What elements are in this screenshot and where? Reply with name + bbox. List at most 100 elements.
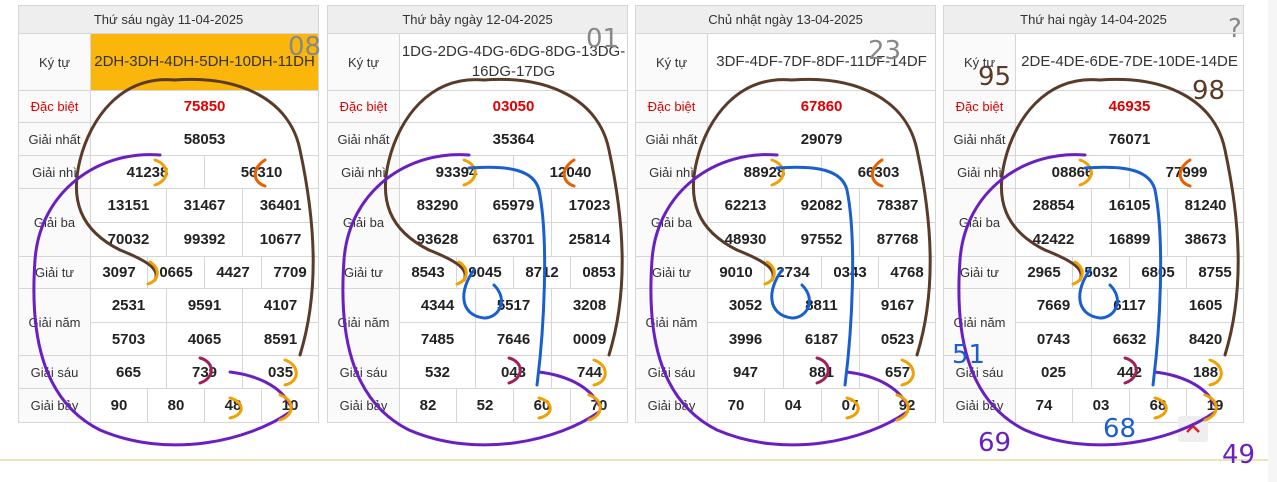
prize-number: 0743: [1015, 322, 1092, 356]
row: Giải ba 83290 65979 17023: [327, 188, 629, 257]
handwritten-note: ?: [1228, 14, 1242, 44]
row: Giải nhất 35364: [327, 122, 629, 156]
prize-number: 8591: [241, 322, 320, 356]
label: Giải bảy: [18, 388, 91, 423]
result-table: Thứ bảy ngày 12-04-2025 Ký tự 1DG-2DG-4DG-…: [326, 5, 629, 423]
label: Giải tư: [18, 256, 91, 289]
label: Giải ba: [635, 188, 708, 257]
row: Giải tư 3097 0665 4427 7709: [18, 256, 320, 289]
prize-number: 16105: [1091, 188, 1168, 223]
prize-number: 5703: [90, 322, 167, 356]
row: Giải nhì 41238 56310: [18, 155, 320, 189]
prize-number: 56310: [203, 155, 320, 189]
label: Giải nhì: [943, 155, 1016, 189]
row: Giải bảy 90 80 48 10: [18, 388, 320, 423]
handwritten-note: 51: [952, 340, 986, 370]
prize-number: 025: [1015, 355, 1092, 389]
prize-number: 62213: [707, 188, 784, 223]
prize-number: 81240: [1166, 188, 1245, 223]
handwritten-note: 08: [288, 32, 322, 62]
row: Giải nhất 29079: [635, 122, 937, 156]
prize-number: 13151: [90, 188, 167, 223]
label: Giải sáu: [18, 355, 91, 389]
prize-number: 12040: [512, 155, 629, 189]
row: Giải bảy 82 52 60 70: [327, 388, 629, 423]
label: Giải tư: [327, 256, 400, 289]
label: Giải nhì: [18, 155, 91, 189]
row: Giải năm 2531 9591 4107: [18, 288, 320, 356]
row: Giải nhất 58053: [18, 122, 320, 156]
prize-number: 4427: [204, 256, 262, 289]
prize-number: 188: [1166, 355, 1245, 389]
prize-number: 9045: [456, 256, 514, 289]
prize-number: 88928: [707, 155, 822, 189]
row: Giải sáu 665 739 035: [18, 355, 320, 389]
row: Giải nhất 76071: [943, 122, 1245, 156]
label: Đặc biệt: [18, 90, 91, 123]
prize-number: 881: [783, 355, 860, 389]
scroll-top-button[interactable]: [1178, 416, 1208, 442]
row: Đặc biệt 03050: [327, 90, 629, 123]
row: Đặc biệt 75850: [18, 90, 320, 123]
prize-number: 9591: [166, 288, 243, 323]
prize-number: 0665: [147, 256, 205, 289]
prize-number: 77999: [1128, 155, 1245, 189]
label: Giải nhì: [327, 155, 400, 189]
label: Giải nhì: [635, 155, 708, 189]
prize-number: 5517: [475, 288, 552, 323]
prize-number: 9167: [858, 288, 937, 323]
row: Giải bảy 70 04 07 92: [635, 388, 937, 423]
prize-number: 043: [475, 355, 552, 389]
scrollbar[interactable]: [1268, 0, 1277, 482]
row: Thứ bảy ngày 12-04-2025: [326, 5, 629, 34]
label: Đặc biệt: [327, 90, 400, 123]
date-header: Thứ bảy ngày 12-04-2025: [326, 5, 629, 34]
prize-number: 8755: [1185, 256, 1245, 289]
label: Giải năm: [18, 288, 91, 356]
prize-number: 7669: [1015, 288, 1092, 323]
table: Thứ bảy ngày 12-04-2025 Ký tự 1DG-2DG-4DG-…: [326, 5, 629, 423]
prize-number: 7709: [260, 256, 320, 289]
prize-number: 8712: [513, 256, 571, 289]
label: Giải năm: [635, 288, 708, 356]
prize-number: 29079: [706, 122, 937, 156]
prize-number: 744: [550, 355, 629, 389]
prize-number: 0343: [821, 256, 879, 289]
label: Giải bảy: [635, 388, 708, 423]
handwritten-note: 68: [1103, 414, 1137, 444]
divider: [0, 459, 1270, 461]
prize-number: 08866: [1015, 155, 1130, 189]
prize-number: 48930: [707, 222, 784, 257]
row: Giải năm 7669 6117 1605: [943, 288, 1245, 356]
prize-number: 25814: [550, 222, 629, 257]
handwritten-note: 23: [868, 36, 902, 66]
row: Giải năm 4344 5517 3208: [327, 288, 629, 356]
prize-number: 65979: [475, 188, 552, 223]
date-header: Chủ nhật ngày 13-04-2025: [634, 5, 937, 34]
prize-number: 665: [90, 355, 167, 389]
prize-number: 16899: [1091, 222, 1168, 257]
special-prize: 67860: [706, 90, 937, 123]
prize-number: 97552: [783, 222, 860, 257]
arrow-icon: [1186, 424, 1200, 433]
label: Giải nhất: [943, 122, 1016, 156]
label: Giải ba: [18, 188, 91, 257]
prize-number: 3996: [707, 322, 784, 356]
prize-number: 6187: [783, 322, 860, 356]
prize-number: 7485: [399, 322, 476, 356]
row: Ký tự 1DG-2DG-4DG-6DG-8DG-13DG-16DG-17DG: [327, 33, 629, 91]
prize-number: 1605: [1166, 288, 1245, 323]
row: Giải tư 2965 5032 6805 8755: [943, 256, 1245, 289]
handwritten-note: 98: [1192, 76, 1226, 106]
prize-number: 58053: [89, 122, 320, 156]
prize-number: 70: [707, 388, 765, 423]
special-prize: 03050: [398, 90, 629, 123]
prize-number: 83290: [399, 188, 476, 223]
prize-number: 87768: [858, 222, 937, 257]
handwritten-note: 01: [586, 24, 620, 54]
code: 3DF-4DF-7DF-8DF-11DF-14DF: [706, 33, 937, 91]
row: Giải sáu 947 881 657: [635, 355, 937, 389]
label: Giải sáu: [635, 355, 708, 389]
date-header: Thứ hai ngày 14-04-2025: [942, 5, 1245, 34]
